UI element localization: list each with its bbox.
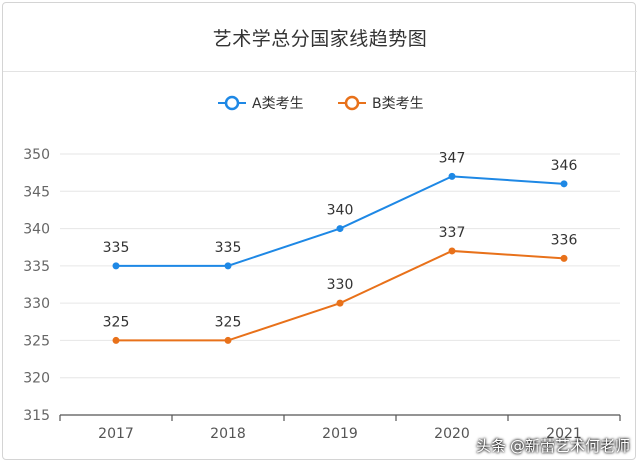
data-label: 330: [327, 277, 354, 293]
data-label: 340: [327, 203, 354, 219]
series-line-2: [116, 249, 565, 342]
data-point: [448, 247, 456, 255]
x-tick-label-2020: 2020: [434, 426, 470, 442]
data-label: 325: [215, 314, 242, 330]
x-tick-label-2019: 2019: [322, 426, 358, 442]
y-tick-label-330: 330: [23, 296, 50, 312]
data-point: [336, 225, 344, 233]
legend-swatch-marker-1: [224, 95, 240, 111]
y-tick-label-335: 335: [23, 259, 50, 275]
data-label: 336: [551, 232, 578, 248]
data-point: [224, 336, 232, 344]
x-tick-label-2017: 2017: [98, 426, 134, 442]
data-label: 337: [439, 225, 466, 241]
y-tick-label-325: 325: [23, 333, 50, 349]
watermark-prefix: 头条: [475, 437, 506, 455]
data-point: [448, 172, 456, 180]
x-tick-label-2021: 2021: [546, 426, 582, 442]
y-tick-label-340: 340: [23, 222, 50, 238]
data-point: [336, 299, 344, 307]
watermark-handle: @新蕾艺术何老师: [509, 437, 630, 455]
chart-card: 艺术学总分国家线趋势图: [2, 2, 637, 460]
legend-label-1: A类考生: [252, 96, 304, 112]
y-tick-label-315: 315: [23, 408, 50, 424]
y-tick-label-345: 345: [23, 184, 50, 200]
data-point: [112, 262, 120, 270]
watermark: 头条 @新蕾艺术何老师: [476, 435, 630, 456]
data-label: 325: [103, 314, 130, 330]
data-label: 346: [551, 158, 578, 174]
legend-swatch-marker-2: [344, 95, 360, 111]
data-point: [560, 254, 568, 262]
y-tick-label-350: 350: [23, 147, 50, 163]
data-point: [112, 336, 120, 344]
y-tick-label-320: 320: [23, 371, 50, 387]
legend-label-2: B类考生: [372, 96, 424, 112]
data-label: 335: [103, 240, 130, 256]
series-line-1: [116, 175, 565, 267]
chart-title: 艺术学总分国家线趋势图: [212, 27, 428, 50]
x-tick-label-2018: 2018: [210, 426, 246, 442]
data-label: 335: [215, 240, 242, 256]
chart-header: 艺术学总分国家线趋势图: [3, 3, 637, 72]
data-point: [224, 262, 232, 270]
data-point: [560, 180, 568, 188]
data-label: 347: [439, 150, 466, 166]
